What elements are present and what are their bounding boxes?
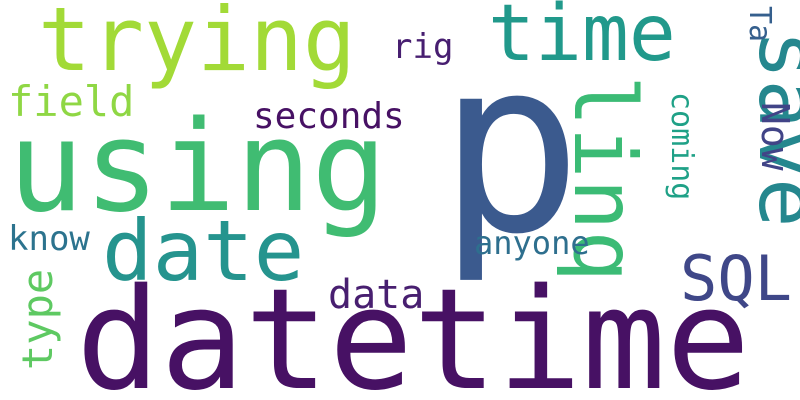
word-p: p [438, 7, 583, 287]
word-data: data [328, 272, 424, 318]
word-anyone: anyone [474, 224, 590, 262]
word-ta: Ta [742, 6, 777, 42]
word-date: date [102, 202, 304, 300]
word-save: save [740, 30, 800, 227]
word-seconds: seconds [253, 96, 405, 137]
word-coming: coming [664, 92, 699, 200]
word-sql: SQL [680, 242, 792, 315]
word-rig: rig [392, 27, 453, 67]
word-know: know [8, 219, 90, 259]
word-type: type [13, 269, 62, 370]
word-time: time [488, 0, 676, 79]
word-using: using [8, 93, 387, 240]
word-datetime: datetime [76, 259, 750, 400]
word-trying: trying [38, 0, 356, 91]
word-now: Now [753, 102, 797, 171]
word-field: field [8, 77, 134, 126]
word-linq: linq [554, 75, 654, 282]
